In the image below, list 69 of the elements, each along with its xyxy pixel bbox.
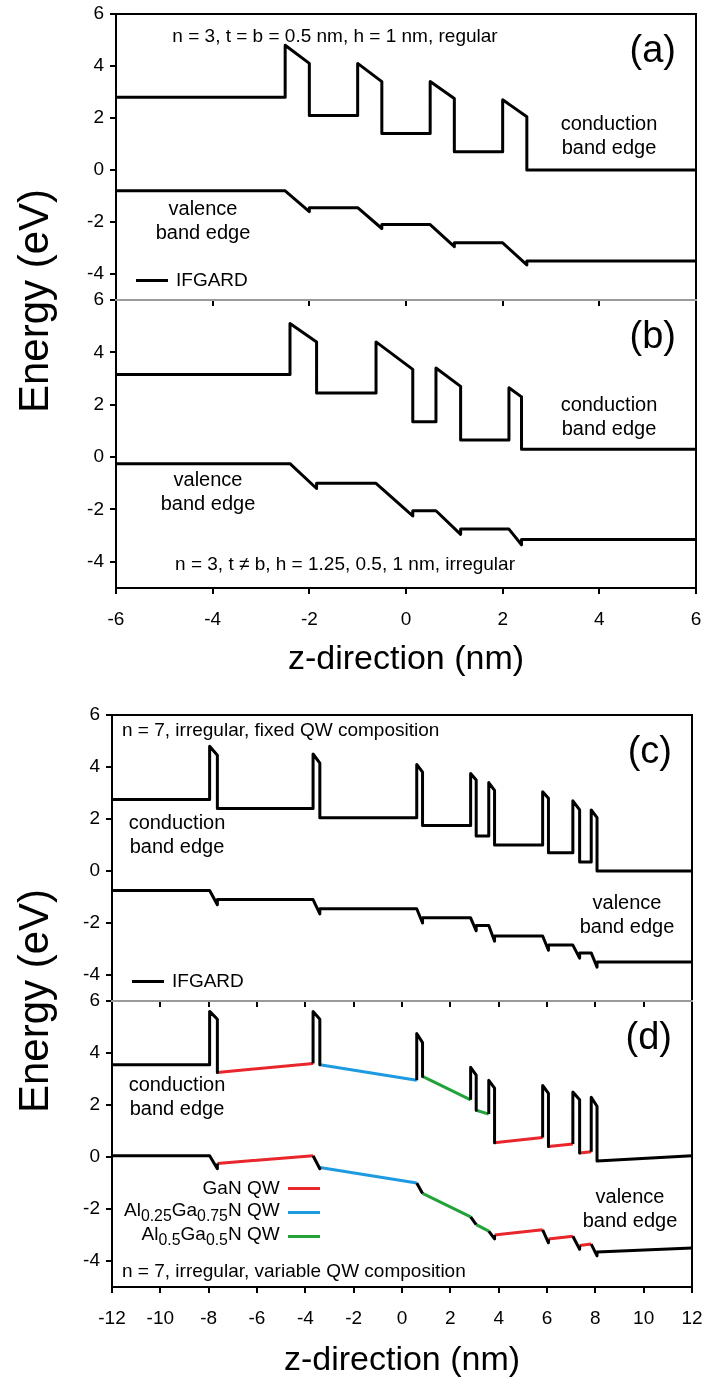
x-tick-label: 4 (594, 607, 606, 629)
x-tick-label: 12 (681, 1306, 703, 1328)
y-tick-label: 2 (89, 807, 100, 829)
y-tick-label: 0 (89, 859, 100, 881)
x-tick-label: -8 (200, 1306, 218, 1328)
x-tick-label: 8 (590, 1306, 601, 1328)
y-axis-title: Energy (eV) (10, 188, 57, 414)
annotation: valence band edge (582, 1184, 678, 1231)
annotation: valence band edge (160, 467, 256, 514)
y-axis-title: Energy (eV) (10, 888, 57, 1114)
legend-label: IFGARD (176, 269, 248, 291)
x-tick-label: 0 (400, 607, 412, 629)
x-tick-label: -4 (204, 607, 222, 629)
annotation: n = 3, t = b = 0.5 nm, h = 1 nm, regular (172, 25, 499, 47)
y-tick-label: -2 (87, 497, 104, 519)
y-tick-label: 6 (89, 703, 100, 725)
chart-title: (c) (627, 729, 672, 772)
y-tick-label: 4 (93, 54, 105, 76)
y-tick-label: -2 (87, 210, 104, 232)
y-tick-label: 6 (93, 2, 104, 24)
annotation: n = 7, irregular, variable QW composition (122, 1260, 466, 1282)
x-axis-title: z-direction (nm) (283, 1338, 521, 1377)
y-tick-label: 4 (89, 755, 101, 777)
y-tick-label: 4 (93, 340, 105, 362)
chart-title: (a) (629, 28, 676, 71)
y-tick-label: 0 (89, 1145, 100, 1167)
x-tick-label: 0 (396, 1306, 408, 1328)
legend-label: Al$_{0.5}$Ga$_{0.5}$N QW (141, 1223, 280, 1249)
y-tick-label: 0 (93, 445, 104, 467)
x-tick-label: -2 (345, 1306, 363, 1328)
y-tick-label: -4 (83, 1249, 101, 1271)
annotation: valence band edge (155, 196, 251, 243)
y-tick-label: 4 (89, 1041, 101, 1063)
legend-label: Al$_{0.25}$Ga$_{0.75}$N QW (124, 1199, 280, 1225)
x-tick-label: -4 (296, 1306, 315, 1328)
x-tick-label: -6 (107, 607, 125, 629)
x-axis-title: z-direction (nm) (287, 637, 525, 676)
legend-label: IFGARD (172, 970, 244, 992)
y-tick-label: 0 (93, 158, 104, 180)
annotation: conduction band edge (560, 111, 658, 158)
x-tick-label: 6 (690, 607, 702, 629)
chart-title: (b) (629, 314, 676, 357)
y-tick-label: 2 (93, 106, 104, 128)
y-tick-label: -2 (83, 1197, 100, 1219)
x-tick-label: 6 (541, 1306, 553, 1328)
x-tick-label: -10 (146, 1306, 175, 1328)
annotation: conduction band edge (128, 1072, 226, 1119)
y-tick-label: -4 (87, 262, 105, 284)
y-tick-label: -4 (83, 963, 101, 985)
annotation: conduction band edge (560, 392, 658, 439)
x-tick-label: 4 (493, 1306, 505, 1328)
x-tick-label: 2 (497, 607, 508, 629)
annotation: valence band edge (579, 890, 675, 937)
annotation: conduction band edge (128, 810, 226, 857)
x-tick-label: -2 (300, 607, 318, 629)
x-tick-label: -12 (98, 1306, 126, 1328)
y-tick-label: 2 (89, 1093, 100, 1115)
legend-label: GaN QW (202, 1177, 280, 1199)
x-tick-label: 2 (445, 1306, 456, 1328)
x-tick-label: -6 (248, 1306, 266, 1328)
x-tick-label: 10 (633, 1306, 655, 1328)
annotation: n = 7, irregular, fixed QW composition (122, 719, 440, 741)
annotation: n = 3, t ≠ b, h = 1.25, 0.5, 1 nm, irregular (175, 553, 516, 575)
y-tick-label: 2 (93, 392, 104, 414)
chart-title: (d) (625, 1015, 672, 1058)
y-tick-label: 6 (93, 288, 104, 310)
y-tick-label: -4 (87, 550, 105, 572)
y-tick-label: 6 (89, 989, 100, 1011)
y-tick-label: -2 (83, 911, 100, 933)
